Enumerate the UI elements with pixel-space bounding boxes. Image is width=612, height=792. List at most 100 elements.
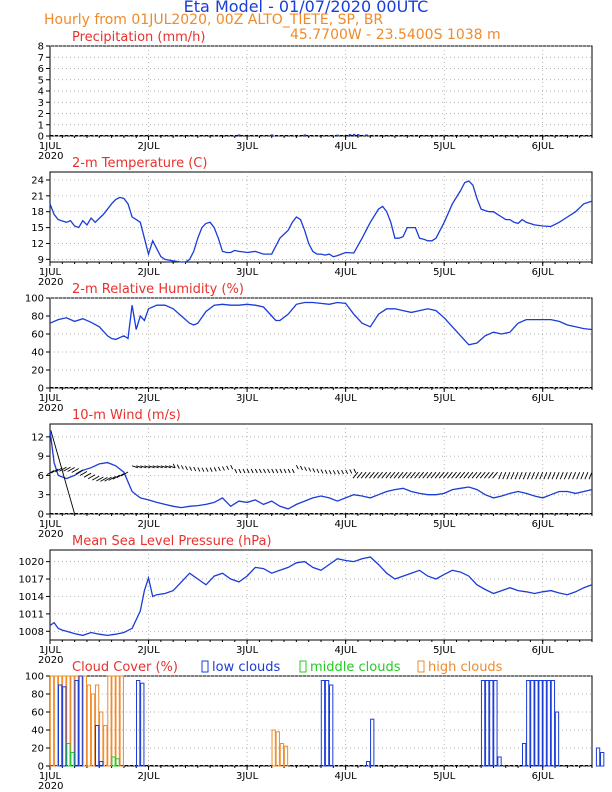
wind-vector (418, 471, 424, 479)
wind-vector (209, 467, 213, 472)
precip-bar (336, 134, 339, 137)
cloud-low-bar (521, 743, 527, 767)
wind-ytick-label: 9 (38, 452, 44, 463)
wind-ytick-label: 6 (38, 471, 44, 482)
wind-vector (506, 472, 511, 480)
wind-vector (377, 471, 383, 479)
cloud-high-bar (53, 675, 59, 767)
precip-bar (352, 133, 356, 136)
rh-ytick-label: 20 (31, 366, 44, 377)
cloud-low-bar (485, 680, 490, 767)
wind-vector (71, 468, 79, 473)
wind-title: 10-m Wind (m/s) (72, 408, 181, 423)
wind-vector (180, 465, 184, 470)
rh-xtick-label: 5JUL (433, 393, 456, 404)
cloud-low-bar (526, 680, 531, 767)
precip-bar (356, 134, 360, 136)
wind-vector (116, 473, 125, 479)
cloud-low-bar (324, 680, 330, 767)
cloud-high-bar (103, 725, 108, 767)
cloud-low-bar (480, 680, 486, 767)
wind-vector (275, 468, 279, 474)
wind-vector (341, 469, 344, 475)
cloud-low-bar (550, 680, 556, 767)
cloud-high-bar (111, 675, 116, 767)
wind-vector (559, 472, 564, 480)
wind-vector (539, 472, 544, 480)
precip-xtick-label: 6JUL (532, 141, 555, 152)
rh-xtick-label: 2JUL (137, 393, 160, 404)
cloud-low-bar (365, 761, 371, 767)
wind-vector (140, 465, 147, 469)
wind-vector (438, 471, 445, 479)
main-title: Eta Model - 01/07/2020 00UTC (183, 0, 429, 16)
cloud-high-bar (90, 693, 96, 767)
mslp-xtick-label: 2JUL (137, 645, 160, 656)
wind-vector (271, 468, 275, 474)
wind-vector (79, 471, 88, 476)
precip-ytick-label: 2 (38, 109, 44, 120)
wind-vector (100, 476, 108, 482)
wind-vector (555, 472, 560, 480)
mslp-year-label: 2020 (38, 655, 63, 666)
wind-vector (279, 468, 283, 474)
precip-ytick-label: 7 (38, 53, 44, 64)
cloud-ytick-label: 0 (38, 762, 44, 773)
precip-bar (348, 134, 352, 136)
temp-ytick-label: 15 (31, 223, 44, 234)
rh-ytick-label: 60 (31, 330, 44, 341)
wind-vector (320, 469, 324, 474)
cloud-ytick-label: 80 (31, 690, 44, 701)
mslp-xtick-label: 5JUL (433, 645, 456, 656)
wind-series-line (49, 430, 593, 510)
wind-year-label: 2020 (38, 529, 63, 540)
wind-vector (526, 472, 531, 480)
wind-vector (576, 472, 581, 480)
wind-vector (471, 471, 478, 479)
wind-vector (572, 472, 576, 480)
wind-vector (389, 471, 396, 479)
wind-vector (393, 471, 400, 479)
wind-vector (59, 466, 67, 472)
cloud-xtick-label: 5JUL (433, 771, 456, 782)
wind-vector (328, 469, 332, 475)
wind-vector (584, 472, 589, 480)
wind-vector (168, 465, 176, 469)
cloud-high-bar (283, 745, 289, 767)
wind-vector (108, 476, 116, 481)
cloud-low-bar (542, 680, 547, 767)
wind-vector (434, 471, 441, 479)
wind-vector (50, 430, 76, 515)
wind-vector (267, 468, 271, 474)
wind-vector (263, 468, 266, 474)
wind-vector (543, 472, 548, 480)
precip-title: Precipitation (mm/h) (72, 30, 205, 45)
wind-vector (563, 472, 568, 480)
location-subtitle: Hourly from 01JUL2020, 00Z ALTO_TIETE, S… (44, 12, 384, 28)
rh-ytick-label: 80 (31, 312, 44, 323)
wind-vector (353, 468, 357, 474)
cloud-high-bar (86, 684, 92, 767)
precip-ytick-label: 4 (38, 87, 44, 98)
temp-title: 2-m Temperature (C) (72, 156, 207, 171)
mslp-ytick-label: 1014 (19, 592, 44, 603)
wind-vector (568, 472, 572, 480)
wind-vector (447, 471, 453, 479)
wind-vector (189, 466, 193, 471)
mslp-xtick-label: 3JUL (236, 645, 259, 656)
wind-vector (238, 468, 242, 474)
wind-vector (502, 472, 507, 480)
cloud-low-bar (595, 747, 601, 767)
wind-vector (87, 474, 96, 480)
wind-vector (401, 471, 408, 479)
wind-vector (535, 472, 540, 480)
mslp-ytick-label: 1020 (19, 557, 44, 568)
wind-vector (352, 471, 359, 479)
wind-vector (324, 469, 328, 475)
wind-vector (405, 471, 412, 479)
wind-vector (397, 471, 404, 479)
wind-vector (316, 468, 320, 474)
temp-series-line (49, 180, 593, 263)
wind-vector (148, 465, 155, 469)
rh-xtick-label: 3JUL (236, 393, 259, 404)
